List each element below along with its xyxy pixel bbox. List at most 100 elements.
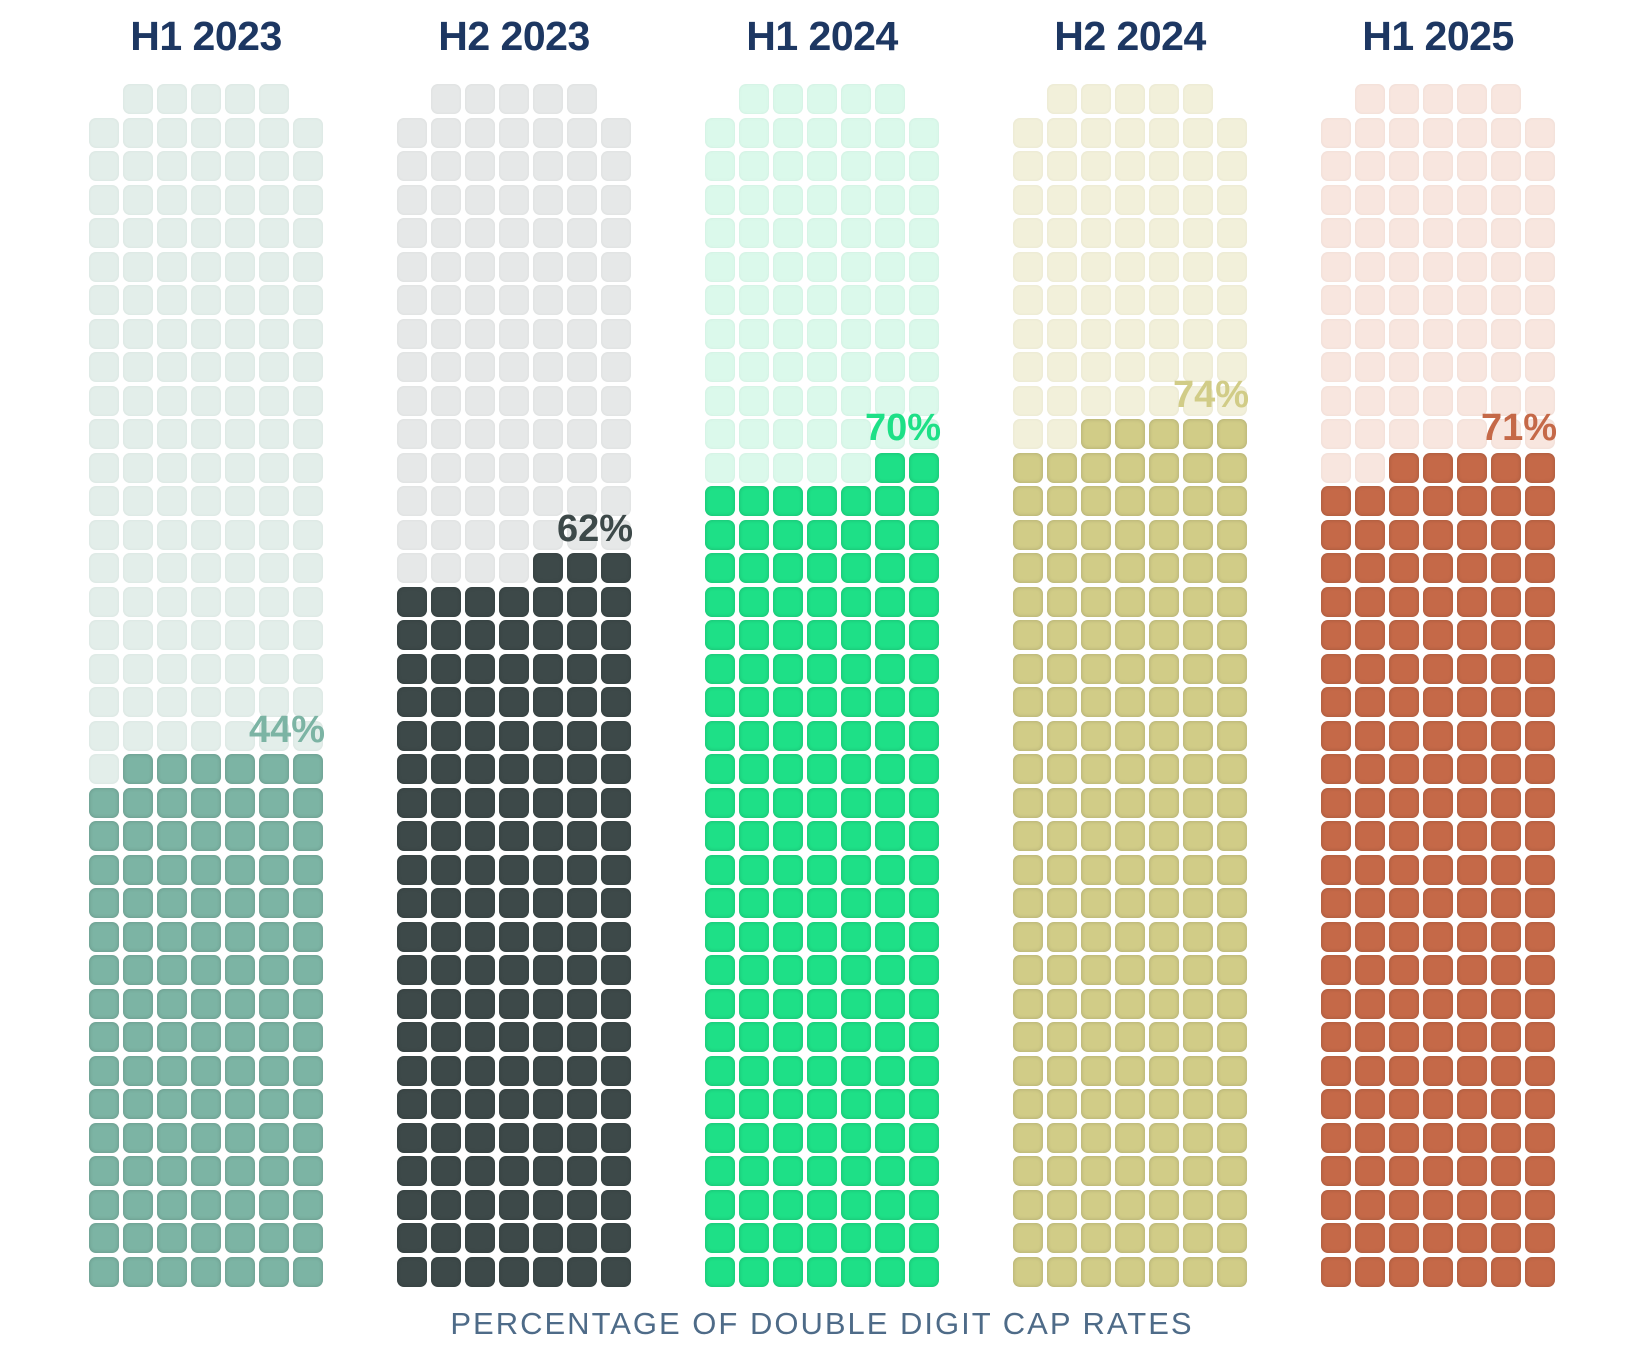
waffle-cell <box>705 151 735 181</box>
waffle-cell <box>1081 653 1111 684</box>
waffle-cell <box>1321 754 1351 784</box>
waffle-cell <box>773 84 803 114</box>
waffle-cell <box>431 1223 461 1253</box>
waffle-cell <box>739 1189 769 1220</box>
waffle-cell <box>1355 854 1385 885</box>
waffle-cell <box>397 385 427 416</box>
waffle-cell <box>191 854 221 885</box>
waffle-cell <box>1321 1055 1351 1086</box>
waffle-cell <box>1013 821 1043 851</box>
waffle-cell <box>1081 553 1111 583</box>
waffle-cell <box>1491 1055 1521 1086</box>
waffle-cell <box>1081 821 1111 851</box>
waffle-cell <box>567 117 597 148</box>
waffle-cell <box>909 285 939 315</box>
waffle-cell <box>465 1089 495 1119</box>
waffle-cell <box>1115 754 1145 784</box>
waffle-cell <box>123 1189 153 1220</box>
waffle-cell <box>191 988 221 1019</box>
waffle-cell <box>739 1055 769 1086</box>
waffle-cell <box>705 921 735 952</box>
waffle-cell <box>123 385 153 416</box>
waffle-cell <box>567 553 597 583</box>
waffle-cell <box>739 653 769 684</box>
waffle-cell <box>123 151 153 181</box>
waffle-cell <box>499 285 529 315</box>
waffle-cell <box>1149 720 1179 751</box>
waffle-cell <box>1525 854 1555 885</box>
waffle-cell <box>499 452 529 483</box>
waffle-cell <box>1217 318 1247 349</box>
waffle-cell <box>1183 720 1213 751</box>
waffle-cell <box>1321 151 1351 181</box>
waffle-cell <box>841 720 871 751</box>
waffle-cell <box>705 553 735 583</box>
waffle-cell <box>1217 687 1247 717</box>
waffle-cell <box>1423 318 1453 349</box>
waffle-cell <box>1525 1189 1555 1220</box>
waffle-cell <box>89 586 119 617</box>
waffle-cell <box>1183 419 1213 449</box>
waffle-cell <box>191 352 221 382</box>
waffle-cell <box>567 888 597 918</box>
waffle-cell <box>875 285 905 315</box>
waffle-cell <box>123 1055 153 1086</box>
waffle-cell <box>1047 318 1077 349</box>
waffle-cell <box>1423 1089 1453 1119</box>
waffle-cell <box>259 787 289 818</box>
waffle-cell <box>465 1022 495 1052</box>
waffle-cell <box>431 385 461 416</box>
waffle-cell <box>1149 955 1179 985</box>
waffle-cell <box>191 84 221 114</box>
waffle-cell <box>1355 921 1385 952</box>
waffle-cell <box>1217 519 1247 550</box>
waffle-cell <box>1355 519 1385 550</box>
waffle-cell <box>1491 318 1521 349</box>
waffle-cell <box>1457 1156 1487 1186</box>
waffle-cell <box>841 419 871 449</box>
waffle-cell <box>1115 385 1145 416</box>
waffle-cell <box>773 352 803 382</box>
waffle-cell <box>1321 184 1351 215</box>
waffle-cell <box>705 1055 735 1086</box>
waffle-cell <box>1183 385 1213 416</box>
waffle-cell <box>1047 151 1077 181</box>
waffle-cell <box>1047 184 1077 215</box>
waffle-cell <box>1013 251 1043 282</box>
waffle-cell <box>89 1156 119 1186</box>
waffle-cell <box>705 419 735 449</box>
waffle-cell <box>465 888 495 918</box>
waffle-cell <box>465 486 495 516</box>
waffle-cell <box>225 1223 255 1253</box>
waffle-cell <box>1115 620 1145 650</box>
waffle-cell <box>1047 553 1077 583</box>
waffle-cell <box>909 955 939 985</box>
waffle-cell <box>1217 1223 1247 1253</box>
waffle-cell <box>807 486 837 516</box>
waffle-cell <box>739 687 769 717</box>
waffle-cell <box>909 1089 939 1119</box>
waffle-cell <box>499 1223 529 1253</box>
waffle-cell <box>1115 1156 1145 1186</box>
waffle-cell <box>499 251 529 282</box>
waffle-cell <box>1525 553 1555 583</box>
waffle-cell <box>1355 452 1385 483</box>
waffle-cell <box>1457 318 1487 349</box>
waffle-cell <box>1457 1256 1487 1287</box>
waffle-cell <box>1183 218 1213 248</box>
waffle-cell <box>807 720 837 751</box>
waffle-cell <box>465 787 495 818</box>
waffle-cell <box>533 653 563 684</box>
waffle-cell <box>1457 218 1487 248</box>
waffle-cell <box>1047 1189 1077 1220</box>
waffle-cell <box>841 1223 871 1253</box>
waffle-cell <box>1183 1156 1213 1186</box>
waffle-cell <box>499 151 529 181</box>
waffle-cell <box>89 620 119 650</box>
waffle-cell <box>1457 151 1487 181</box>
waffle-cell <box>1457 687 1487 717</box>
waffle-cell <box>191 653 221 684</box>
waffle-cell <box>1183 151 1213 181</box>
waffle-cell <box>739 888 769 918</box>
waffle-cell <box>601 687 631 717</box>
